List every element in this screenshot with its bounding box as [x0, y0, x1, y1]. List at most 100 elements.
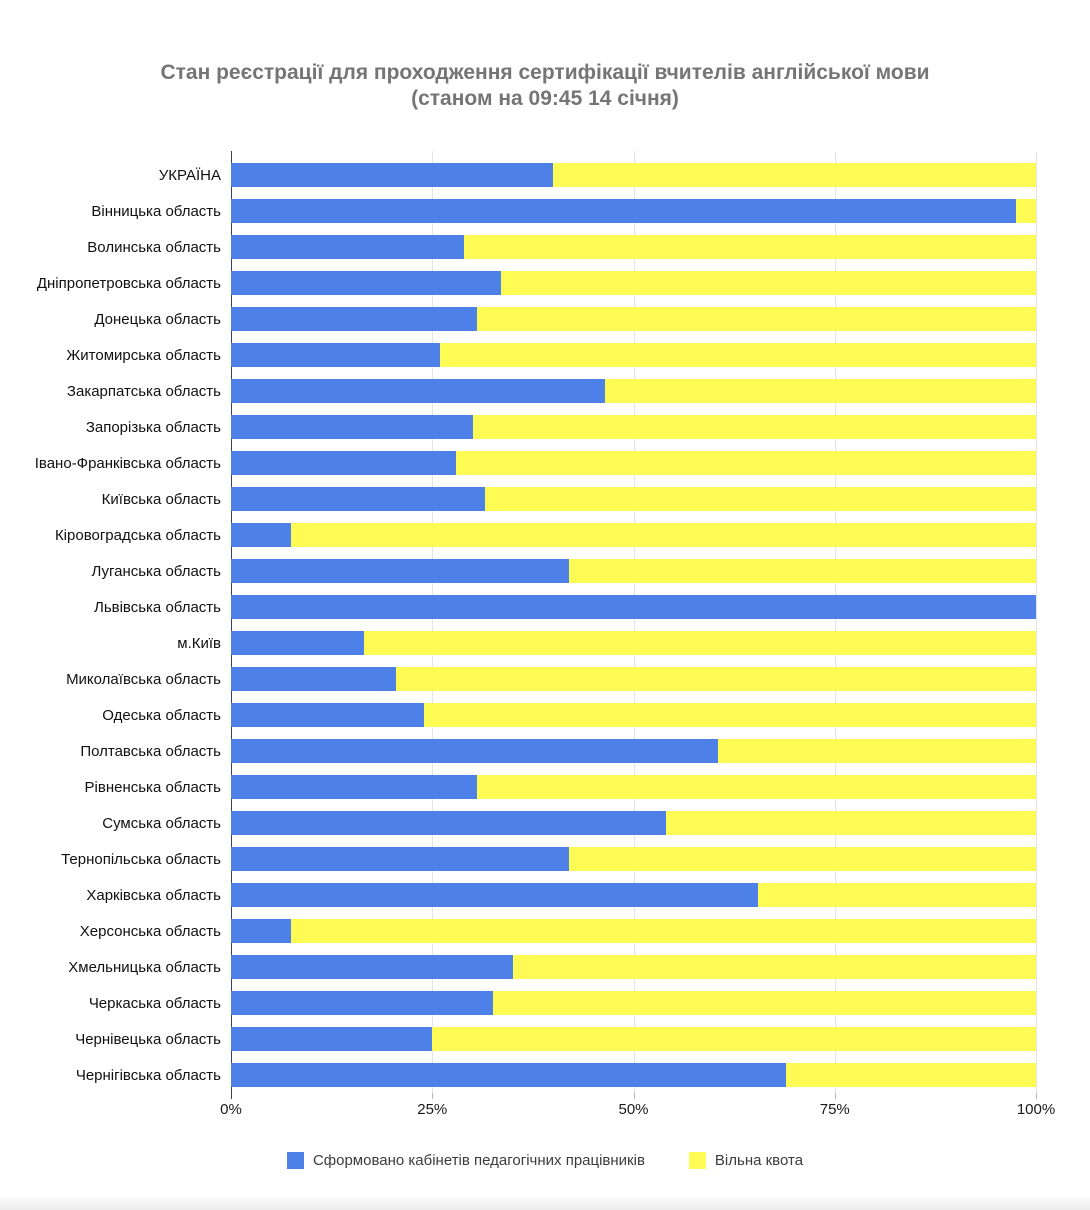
row-label: Черкаська область [88, 994, 221, 1012]
gridline-25 [432, 151, 434, 1093]
bar-row [231, 307, 1036, 331]
bar-segment[interactable] [231, 451, 457, 475]
bar-segment[interactable] [231, 163, 553, 187]
bar-segment[interactable] [231, 271, 501, 295]
bar-segment[interactable] [231, 847, 570, 871]
bar-segment[interactable] [440, 343, 1036, 367]
bar-row [231, 343, 1036, 367]
bar-segment[interactable] [231, 991, 493, 1015]
bar-segment[interactable] [231, 559, 570, 583]
bar-row [231, 667, 1036, 691]
bar-row [231, 523, 1036, 547]
bar-segment[interactable] [231, 667, 397, 691]
bar-row [231, 811, 1036, 835]
legend-swatch-icon [286, 1152, 304, 1169]
legend-label: Вільна квота [714, 1152, 804, 1169]
bar-segment[interactable] [492, 991, 1036, 1015]
bar-segment[interactable] [512, 955, 1036, 979]
x-axis-label-75: 75% [819, 1101, 850, 1118]
bar-segment[interactable] [231, 595, 1036, 619]
bar-row [231, 919, 1036, 943]
row-label: Закарпатська область [66, 382, 221, 400]
tick-mark-25 [432, 1093, 434, 1099]
bar-segment[interactable] [231, 811, 666, 835]
bar-row [231, 235, 1036, 259]
bar-segment[interactable] [500, 271, 1036, 295]
bar-segment[interactable] [231, 379, 606, 403]
bar-segment[interactable] [1015, 199, 1036, 223]
bar-segment[interactable] [231, 703, 425, 727]
bar-segment[interactable] [476, 775, 1036, 799]
bar-segment[interactable] [231, 955, 513, 979]
row-label: Хмельницька область [68, 958, 221, 976]
row-label: Одеська область [102, 706, 221, 724]
bar-row [231, 415, 1036, 439]
bar-segment[interactable] [291, 523, 1036, 547]
row-label: Херсонська область [79, 922, 221, 940]
bar-row [231, 739, 1036, 763]
row-label: Вінницька область [91, 202, 221, 220]
bar-segment[interactable] [472, 415, 1036, 439]
legend-label: Сформовано кабінетів педагогічних праців… [312, 1152, 645, 1169]
bar-segment[interactable] [484, 487, 1036, 511]
bar-row [231, 487, 1036, 511]
bar-segment[interactable] [464, 235, 1036, 259]
bar-segment[interactable] [231, 235, 465, 259]
bar-segment[interactable] [231, 523, 292, 547]
bar-segment[interactable] [605, 379, 1036, 403]
legend: Сформовано кабінетів педагогічних праців… [0, 1152, 1090, 1169]
bar-segment[interactable] [231, 307, 477, 331]
bar-segment[interactable] [231, 199, 1016, 223]
bar-segment[interactable] [363, 631, 1036, 655]
row-label: Харківська область [86, 886, 221, 904]
bar-segment[interactable] [231, 415, 473, 439]
row-label: Івано-Франківська область [34, 454, 221, 472]
row-label: Чернівецька область [75, 1030, 221, 1048]
bar-row [231, 271, 1036, 295]
bar-segment[interactable] [231, 883, 759, 907]
bar-segment[interactable] [231, 631, 364, 655]
row-label: Луганська область [91, 562, 221, 580]
row-label: УКРАЇНА [158, 166, 221, 184]
bar-row [231, 775, 1036, 799]
legend-swatch-icon [688, 1152, 706, 1169]
bar-segment[interactable] [432, 1027, 1036, 1051]
x-axis-label-100: 100% [1016, 1101, 1056, 1118]
bar-segment[interactable] [758, 883, 1036, 907]
bar-row [231, 595, 1036, 619]
bar-segment[interactable] [569, 847, 1036, 871]
bar-segment[interactable] [231, 343, 441, 367]
bar-segment[interactable] [476, 307, 1036, 331]
row-label: м.Київ [177, 634, 221, 652]
bar-segment[interactable] [231, 1027, 433, 1051]
tick-mark-100 [1036, 1093, 1037, 1099]
bar-segment[interactable] [456, 451, 1036, 475]
bar-segment[interactable] [553, 163, 1036, 187]
gridline-75 [834, 151, 836, 1093]
row-label: Запорізька область [85, 418, 221, 436]
bar-row [231, 379, 1036, 403]
bar-segment[interactable] [231, 775, 477, 799]
bar-segment[interactable] [396, 667, 1036, 691]
bar-row [231, 163, 1036, 187]
row-label: Донецька область [94, 310, 221, 328]
row-label: Житомирська область [66, 346, 221, 364]
bar-segment[interactable] [231, 1063, 787, 1087]
bar-segment[interactable] [291, 919, 1036, 943]
row-label: Рівненська область [84, 778, 221, 796]
bar-segment[interactable] [718, 739, 1036, 763]
chart-title-line1: Стан реєстрації для проходження сертифік… [160, 61, 930, 84]
row-label: Тернопільська область [61, 850, 221, 868]
x-axis-label-25: 25% [417, 1101, 448, 1118]
bar-segment[interactable] [786, 1063, 1036, 1087]
tick-mark-0 [231, 1093, 232, 1099]
bar-segment[interactable] [231, 739, 719, 763]
bar-segment[interactable] [231, 919, 292, 943]
bar-segment[interactable] [424, 703, 1036, 727]
bar-segment[interactable] [569, 559, 1036, 583]
bar-row [231, 883, 1036, 907]
chart-title: Стан реєстрації для проходження сертифік… [0, 60, 1090, 112]
bar-segment[interactable] [231, 487, 485, 511]
bar-segment[interactable] [665, 811, 1036, 835]
